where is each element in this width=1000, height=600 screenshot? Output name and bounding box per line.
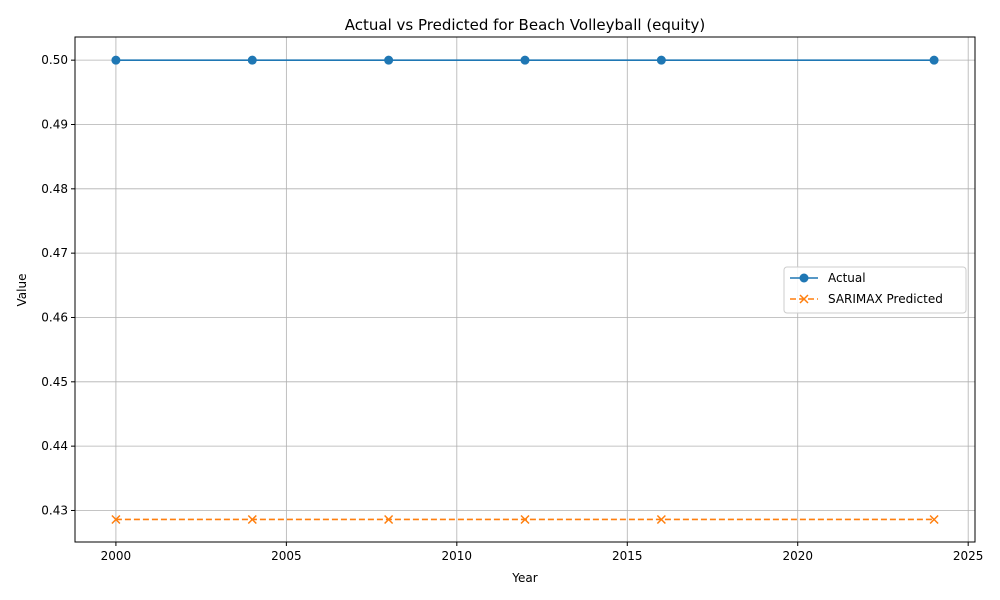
y-tick-label: 0.45 xyxy=(41,375,68,389)
legend-item: Actual xyxy=(790,271,866,285)
data-point xyxy=(247,514,257,525)
y-axis-label: Value xyxy=(15,274,29,307)
data-point xyxy=(929,55,939,65)
x-tick-label: 2015 xyxy=(612,549,643,563)
data-point xyxy=(520,55,530,65)
x-tick-label: 2000 xyxy=(101,549,132,563)
x-tick-label: 2020 xyxy=(782,549,813,563)
data-point xyxy=(247,55,257,65)
data-point xyxy=(111,514,121,525)
data-point xyxy=(929,514,939,525)
y-axis-ticks: 0.43 0.44 0.45 0.46 0.47 0.48 0.49 0.50 xyxy=(41,53,75,517)
data-point xyxy=(384,55,394,65)
y-tick-label: 0.46 xyxy=(41,310,68,324)
data-point xyxy=(656,514,666,525)
plot-frame xyxy=(74,36,976,543)
x-tick-label: 2005 xyxy=(271,549,302,563)
x-axis-label: Year xyxy=(511,571,537,585)
y-tick-label: 0.50 xyxy=(41,53,68,67)
x-tick-label: 2010 xyxy=(442,549,473,563)
legend-label: SARIMAX Predicted xyxy=(828,292,943,306)
y-tick-label: 0.49 xyxy=(41,117,68,131)
plot-series xyxy=(111,55,939,525)
x-tick-label: 2025 xyxy=(953,549,984,563)
data-point xyxy=(111,55,121,65)
y-tick-label: 0.43 xyxy=(41,503,68,517)
legend-marker xyxy=(799,294,809,304)
legend: Actual SARIMAX Predicted xyxy=(783,266,967,314)
data-point xyxy=(384,514,394,525)
legend-marker xyxy=(799,273,809,283)
chart-title: Actual vs Predicted for Beach Volleyball… xyxy=(345,16,705,34)
x-axis-ticks: 2000 2005 2010 2015 2020 2025 xyxy=(101,542,984,563)
data-point xyxy=(520,514,530,525)
legend-label: Actual xyxy=(828,271,866,285)
legend-item: SARIMAX Predicted xyxy=(790,292,943,306)
y-tick-label: 0.48 xyxy=(41,182,68,196)
y-tick-label: 0.44 xyxy=(41,439,68,453)
y-tick-label: 0.47 xyxy=(41,246,68,260)
series-0 xyxy=(111,55,939,65)
legend-box xyxy=(783,266,967,314)
series-1 xyxy=(111,514,939,525)
data-point xyxy=(656,55,666,65)
